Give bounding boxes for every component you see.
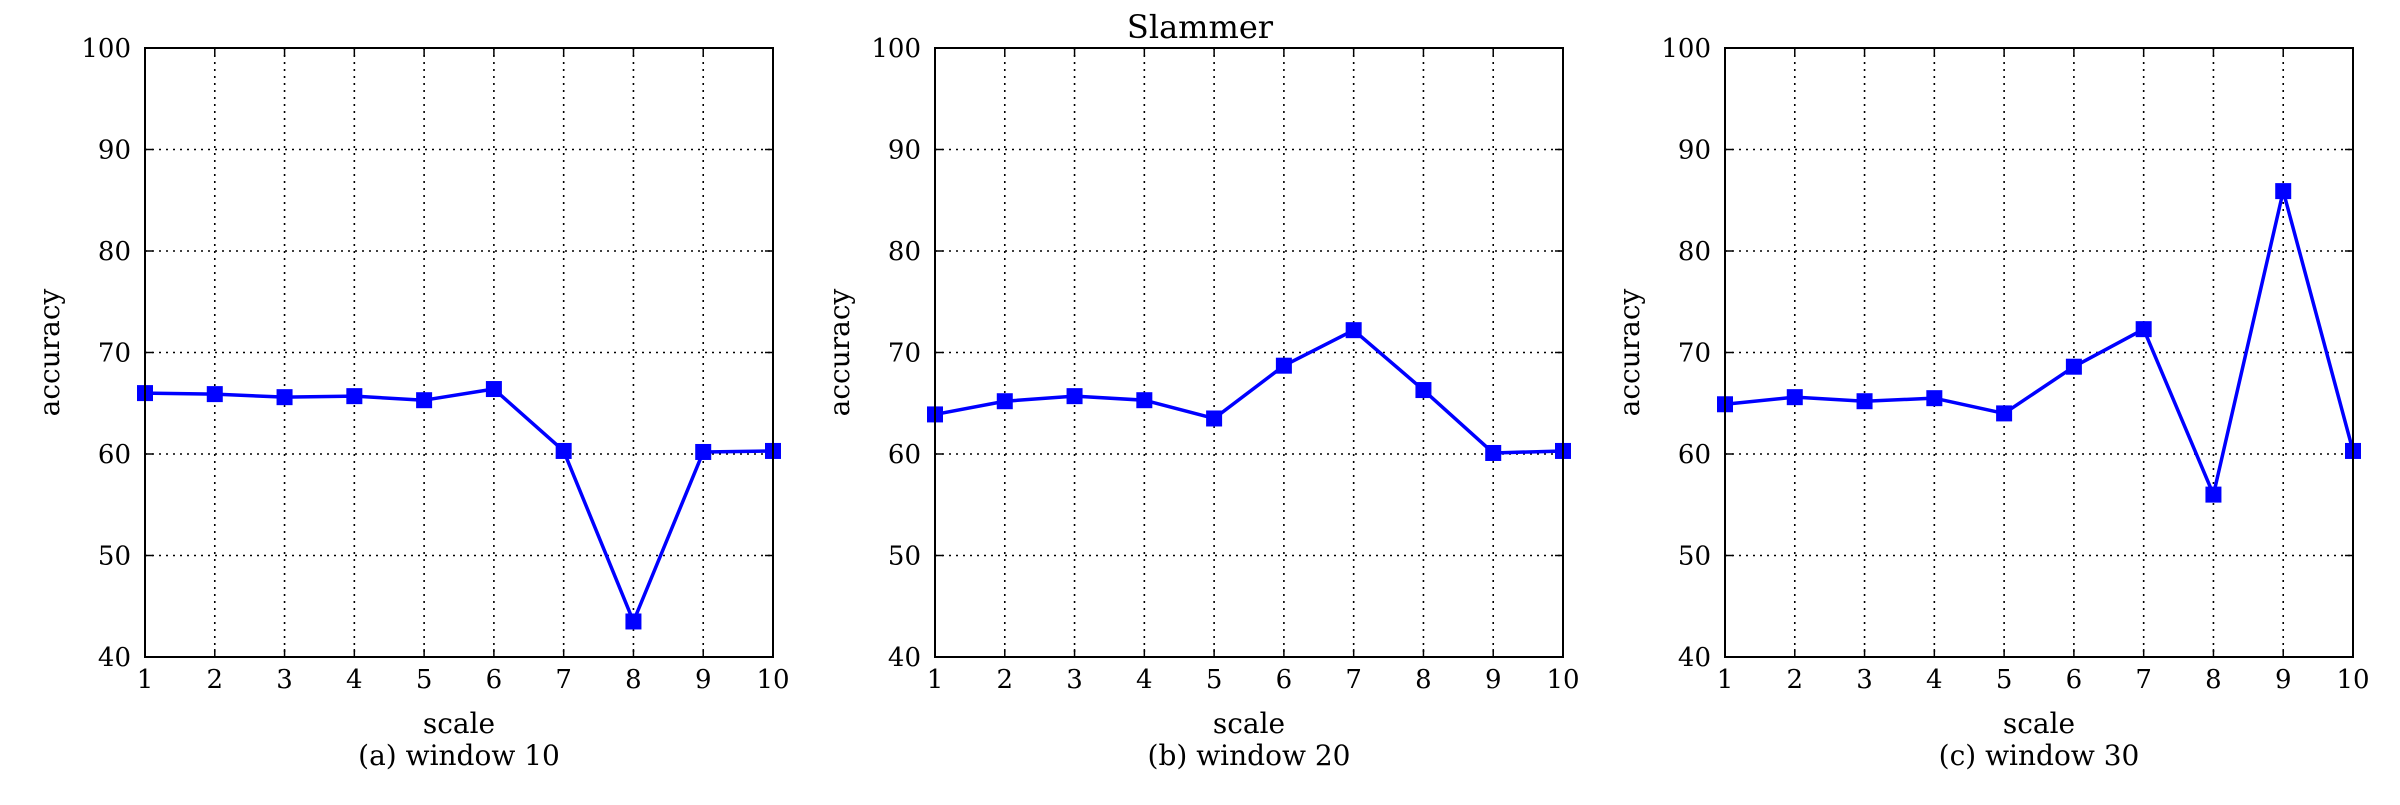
data-point-marker	[485, 381, 502, 398]
panels: 1 2 3 4 5 6 7 8 9 10 40 50 60 70 80 90 100 scale accuracy (…	[33, 34, 2370, 772]
y-tick-label: 40	[98, 643, 131, 673]
x-tick-label: 6	[1276, 665, 1293, 695]
x-tick-label: 8	[625, 665, 642, 695]
y-tick-label: 90	[888, 136, 921, 166]
series-line	[934, 328, 1564, 455]
y-tick-label: 70	[1678, 339, 1711, 369]
data-point-marker	[1856, 393, 1873, 410]
x-tick-label: 2	[1787, 665, 1804, 695]
x-tick-label: 2	[997, 665, 1014, 695]
x-tick-label: 4	[1926, 665, 1943, 695]
x-tick-label: 1	[927, 665, 944, 695]
x-axis-label: scale	[423, 707, 495, 740]
data-point-marker	[555, 442, 572, 459]
y-tick-label: 100	[81, 34, 131, 64]
y-tick-label: 50	[1678, 542, 1711, 572]
x-tick-label: 4	[1136, 665, 1153, 695]
x-tick-label: 6	[486, 665, 503, 695]
y-tick-label: 50	[98, 542, 131, 572]
plot-frame	[934, 47, 1564, 658]
x-tick-label: 1	[1717, 665, 1734, 695]
x-tick-label: 9	[2275, 665, 2292, 695]
data-point-marker	[1275, 357, 1292, 374]
x-tick-label: 3	[276, 665, 293, 695]
chart-panel: 1 2 3 4 5 6 7 8 9 10 40 50 60 70 80 90 100 scale accuracy (…	[823, 34, 1580, 772]
y-tick-label: 100	[871, 34, 921, 64]
x-tick-label: 3	[1066, 665, 1083, 695]
data-point-marker	[625, 613, 642, 630]
panel-caption: (b) window 20	[1148, 739, 1351, 772]
data-point-marker	[416, 392, 433, 409]
data-point-marker	[1345, 322, 1362, 339]
x-tick-label: 2	[207, 665, 224, 695]
x-tick-label: 10	[2336, 665, 2369, 695]
x-axis-label: scale	[1213, 707, 1285, 740]
y-tick-label: 50	[888, 542, 921, 572]
figure-title: Slammer	[1127, 8, 1274, 46]
data-point-marker	[2135, 321, 2152, 338]
data-point-marker	[1066, 388, 1083, 405]
y-tick-label: 90	[98, 136, 131, 166]
data-point-marker	[2275, 183, 2292, 200]
data-point-marker	[1206, 410, 1223, 427]
data-point-marker	[276, 389, 293, 406]
x-tick-label: 7	[2135, 665, 2152, 695]
y-axis-label: accuracy	[823, 288, 856, 416]
data-point-marker	[2205, 486, 2222, 503]
x-tick-label: 3	[1856, 665, 1873, 695]
x-axis-label: scale	[2003, 707, 2075, 740]
x-tick-label: 10	[756, 665, 789, 695]
chart-panel: 1 2 3 4 5 6 7 8 9 10 40 50 60 70 80 90 100 scale accuracy (…	[33, 34, 790, 772]
data-point-marker	[206, 386, 223, 403]
y-tick-label: 60	[1678, 440, 1711, 470]
data-point-marker	[1485, 444, 1502, 461]
x-tick-label: 9	[695, 665, 712, 695]
y-tick-label: 100	[1661, 34, 1711, 64]
x-tick-label: 6	[2066, 665, 2083, 695]
x-tick-label: 9	[1485, 665, 1502, 695]
panel-caption: (c) window 30	[1939, 739, 2140, 772]
panel-caption: (a) window 10	[358, 739, 560, 772]
y-tick-label: 90	[1678, 136, 1711, 166]
x-tick-label: 4	[346, 665, 363, 695]
data-point-marker	[1996, 405, 2013, 422]
y-axis-label: accuracy	[33, 288, 66, 416]
data-point-marker	[1415, 382, 1432, 399]
x-tick-label: 5	[1996, 665, 2013, 695]
y-tick-label: 80	[98, 237, 131, 267]
data-point-marker	[695, 443, 712, 460]
x-tick-label: 5	[1206, 665, 1223, 695]
y-tick-label: 70	[888, 339, 921, 369]
chart-panel: 1 2 3 4 5 6 7 8 9 10 40 50 60 70 80 90 100 scale accuracy (…	[1613, 34, 2370, 772]
x-tick-label: 8	[2205, 665, 2222, 695]
data-point-marker	[346, 388, 363, 405]
y-tick-label: 40	[888, 643, 921, 673]
y-tick-label: 80	[1678, 237, 1711, 267]
data-point-marker	[2065, 358, 2082, 375]
x-tick-label: 1	[137, 665, 154, 695]
plot-frame	[144, 47, 774, 658]
x-tick-label: 8	[1415, 665, 1432, 695]
series-line	[144, 387, 774, 624]
y-axis-label: accuracy	[1613, 288, 1646, 416]
y-tick-label: 60	[888, 440, 921, 470]
data-point-marker	[1136, 392, 1153, 409]
y-tick-label: 70	[98, 339, 131, 369]
data-point-marker	[996, 393, 1013, 410]
x-tick-label: 7	[1345, 665, 1362, 695]
y-tick-label: 40	[1678, 643, 1711, 673]
x-tick-label: 7	[555, 665, 572, 695]
y-tick-label: 80	[888, 237, 921, 267]
x-tick-label: 10	[1546, 665, 1579, 695]
x-tick-label: 5	[416, 665, 433, 695]
data-point-marker	[1926, 390, 1943, 407]
series-line	[1724, 189, 2355, 497]
y-tick-label: 60	[98, 440, 131, 470]
plot-frame	[1724, 47, 2354, 658]
data-point-marker	[1786, 389, 1803, 406]
